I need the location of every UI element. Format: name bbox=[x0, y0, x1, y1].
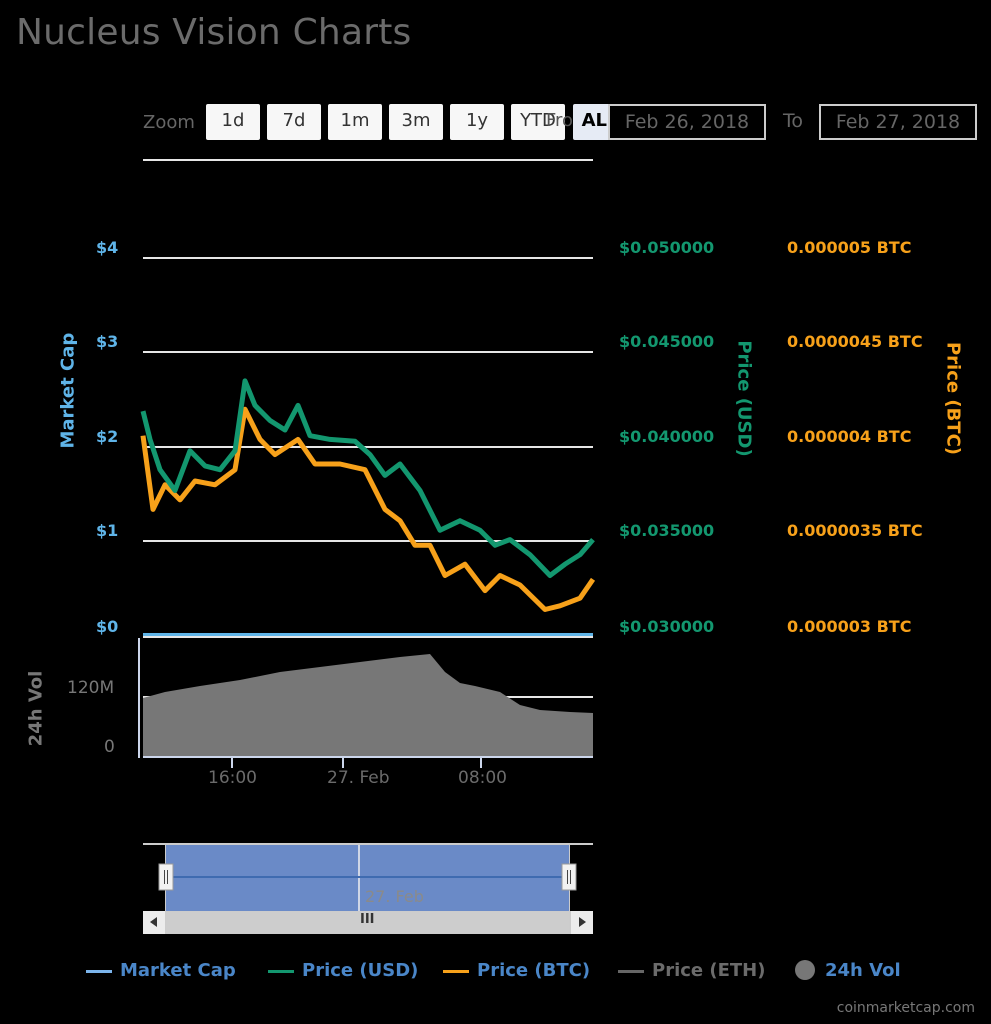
zoom-7d-button[interactable]: 7d bbox=[267, 104, 321, 140]
price-btc-axis-title: Price (BTC) bbox=[942, 341, 964, 456]
price-btc-tick: 0.000005 BTC bbox=[787, 238, 912, 257]
to-date-input[interactable]: Feb 27, 2018 bbox=[819, 104, 977, 140]
to-label: To bbox=[783, 110, 804, 132]
legend-line-icon bbox=[86, 969, 112, 973]
price-usd-tick: $0.040000 bbox=[619, 427, 715, 446]
volume-tick: 120M bbox=[67, 678, 115, 698]
navigator-selection bbox=[166, 845, 569, 912]
price-usd-line bbox=[140, 378, 595, 578]
zoom-1m-button[interactable]: 1m bbox=[328, 104, 382, 140]
arrow-right-icon bbox=[579, 917, 586, 927]
gridlines bbox=[143, 159, 593, 638]
market-cap-tick: $0 bbox=[96, 617, 119, 636]
price-usd-tick: $0.045000 bbox=[619, 332, 715, 351]
zoom-3m-button[interactable]: 3m bbox=[389, 104, 443, 140]
market-cap-tick: $4 bbox=[96, 238, 119, 257]
legend-price-eth[interactable]: Price (ETH) bbox=[618, 960, 765, 981]
market-cap-line bbox=[143, 633, 593, 636]
price-usd-tick: $0.030000 bbox=[619, 617, 715, 636]
legend-price-usd[interactable]: Price (USD) bbox=[268, 960, 418, 981]
price-usd-tick: $0.035000 bbox=[619, 521, 715, 540]
x-tick-label: 27. Feb bbox=[327, 768, 390, 788]
market-cap-tick: $1 bbox=[96, 521, 119, 540]
price-usd-axis-title: Price (USD) bbox=[733, 340, 755, 457]
zoom-ytd-button[interactable]: YTD bbox=[511, 104, 565, 140]
credit-link[interactable]: coinmarketcap.com bbox=[836, 1000, 975, 1016]
navigator-date-label: 27. Feb bbox=[365, 887, 424, 906]
volume-tick: 0 bbox=[104, 737, 115, 757]
scrollbar-grip-icon: III bbox=[360, 912, 375, 927]
zoom-label: Zoom bbox=[143, 112, 195, 133]
navigator-right-handle[interactable] bbox=[561, 863, 577, 891]
price-btc-line bbox=[140, 406, 596, 612]
zoom-1d-button[interactable]: 1d bbox=[206, 104, 260, 140]
price-usd-tick: $0.050000 bbox=[619, 238, 715, 257]
price-btc-tick: 0.0000035 BTC bbox=[787, 521, 923, 540]
x-tick-label: 08:00 bbox=[458, 768, 507, 788]
legend-market-cap[interactable]: Market Cap bbox=[86, 960, 236, 981]
navigator-left-handle[interactable] bbox=[158, 863, 174, 891]
legend-line-icon bbox=[268, 969, 294, 973]
page-title: Nucleus Vision Charts bbox=[16, 12, 412, 53]
legend-24h-vol[interactable]: 24h Vol bbox=[795, 959, 901, 981]
volume-area bbox=[143, 654, 593, 757]
legend-line-icon bbox=[443, 969, 469, 973]
from-date-input[interactable]: Feb 26, 2018 bbox=[608, 104, 766, 140]
volume-axis-title: 24h Vol bbox=[25, 670, 47, 747]
market-cap-axis-title: Market Cap bbox=[57, 332, 79, 449]
market-cap-tick: $3 bbox=[96, 332, 119, 351]
legend-line-icon bbox=[618, 969, 644, 973]
x-tick-label: 16:00 bbox=[208, 768, 257, 788]
price-btc-tick: 0.0000045 BTC bbox=[787, 332, 923, 351]
scrollbar-thumb[interactable] bbox=[166, 912, 569, 933]
legend-price-btc[interactable]: Price (BTC) bbox=[443, 960, 590, 981]
price-btc-tick: 0.000004 BTC bbox=[787, 427, 912, 446]
arrow-left-icon bbox=[150, 917, 157, 927]
market-cap-tick: $2 bbox=[96, 427, 119, 446]
zoom-1y-button[interactable]: 1y bbox=[450, 104, 504, 140]
legend-circle-icon bbox=[795, 959, 815, 980]
price-btc-tick: 0.000003 BTC bbox=[787, 617, 912, 636]
